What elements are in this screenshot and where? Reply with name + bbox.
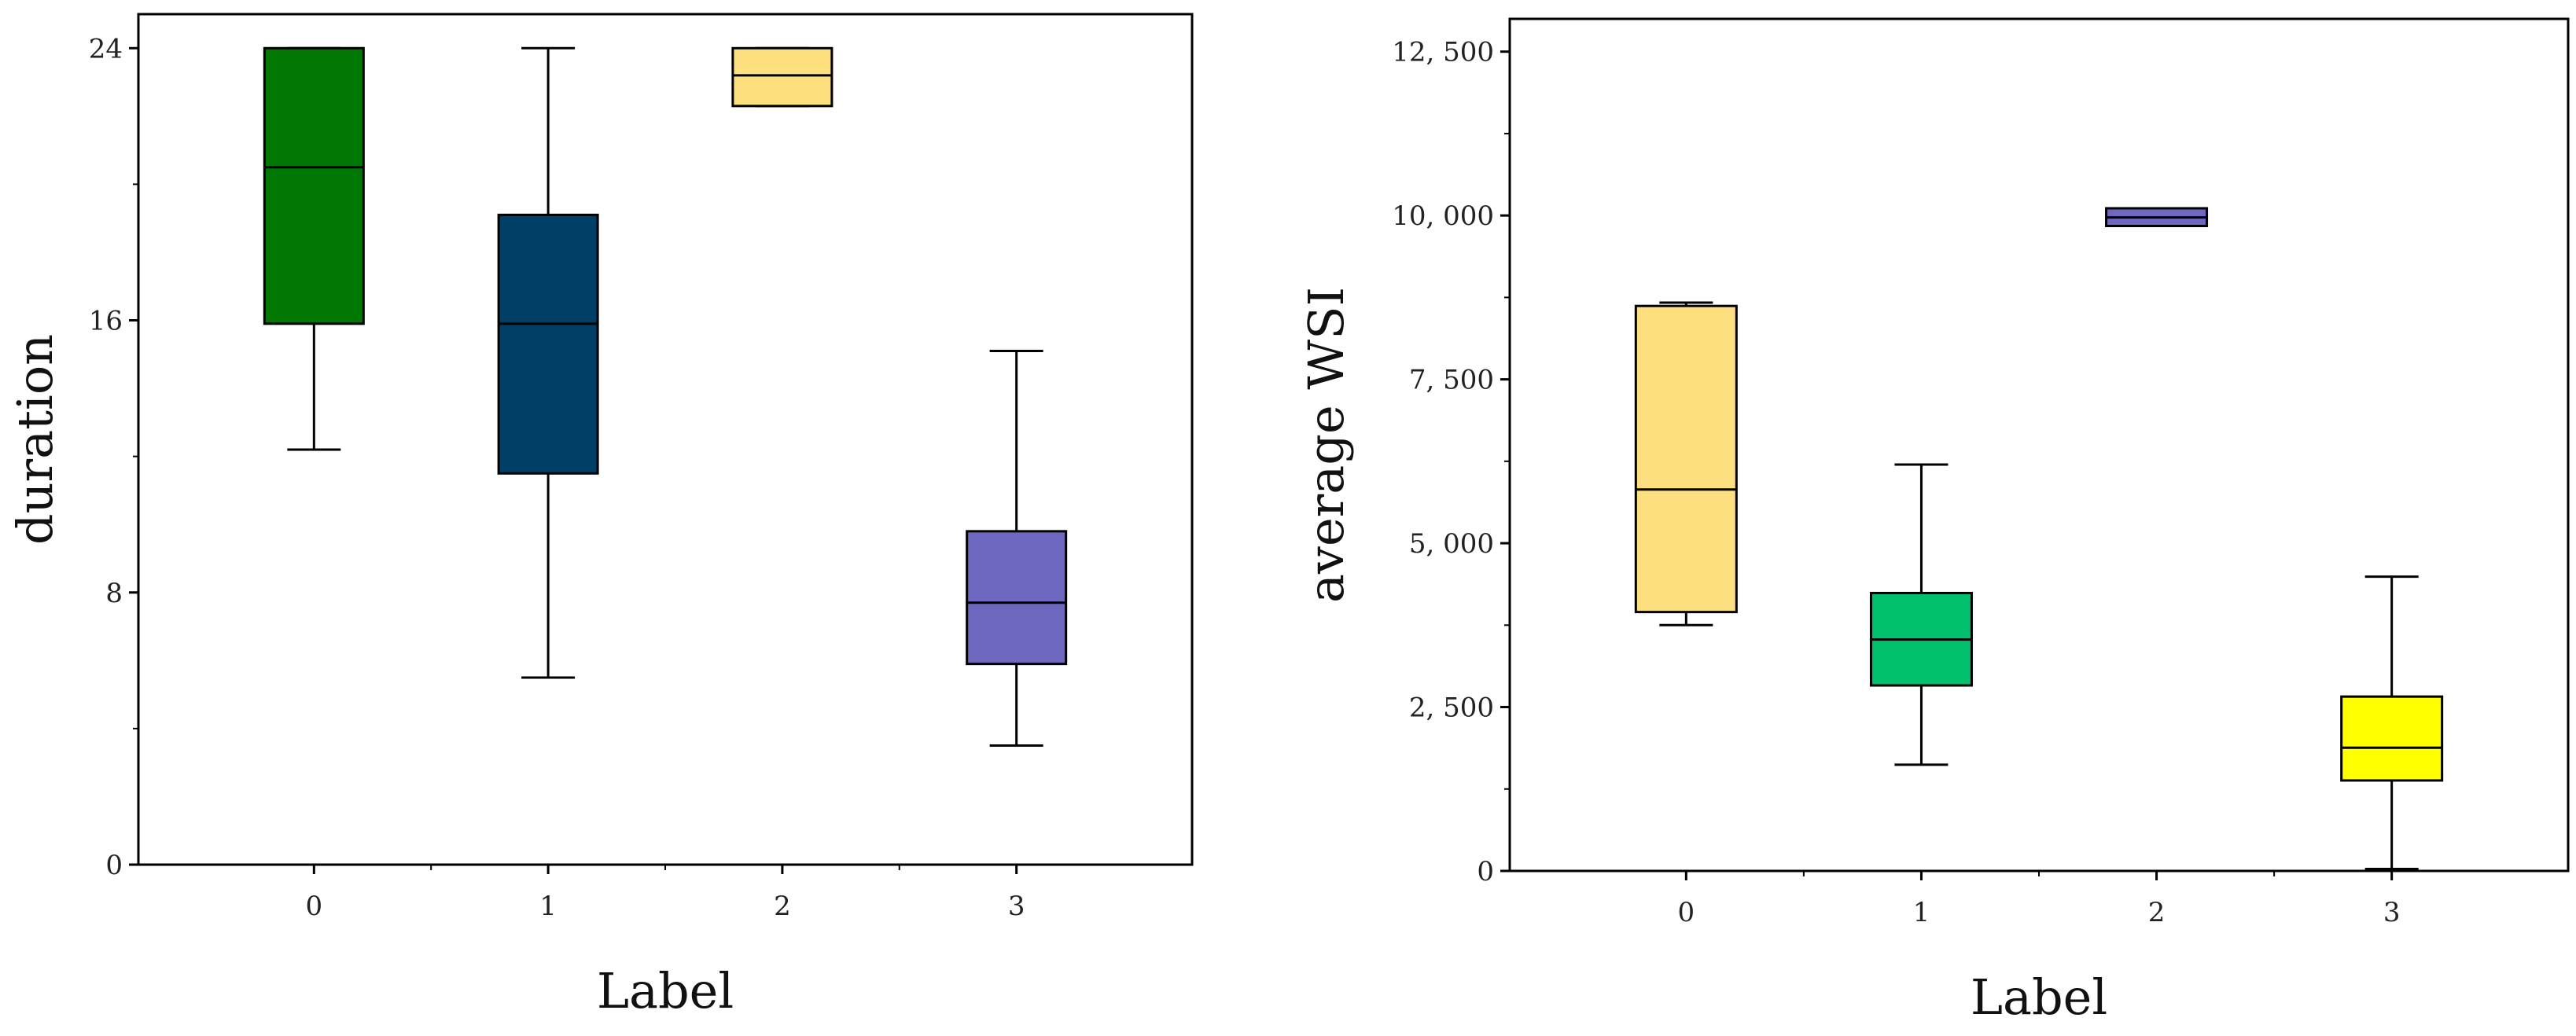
x-tick-label: 1 <box>1913 897 1930 928</box>
y-tick-label: 5, 000 <box>1409 528 1494 560</box>
x-tick-label: 0 <box>306 891 323 922</box>
box-group <box>1869 463 1973 766</box>
box-group <box>497 46 599 679</box>
box-iqr <box>731 46 834 108</box>
x-tick-label: 3 <box>2383 897 2401 928</box>
y-tick-label: 24 <box>89 33 123 64</box>
x-axis-title: Label <box>597 962 734 1019</box>
box-group <box>2340 575 2444 870</box>
x-tick-label: 1 <box>539 891 557 922</box>
box-group <box>731 46 834 108</box>
y-tick-label: 10, 000 <box>1392 200 1494 232</box>
y-tick-label: 8 <box>105 578 123 609</box>
y-axis-title: average WSI <box>1297 287 1355 603</box>
y-tick-label: 12, 500 <box>1392 37 1494 68</box>
y-tick-label: 2, 500 <box>1409 693 1494 724</box>
box-group <box>1634 301 1738 626</box>
box-iqr <box>263 46 365 325</box>
x-tick-label: 2 <box>2148 897 2166 928</box>
x-axis-title: Label <box>1971 968 2107 1026</box>
y-tick-label: 0 <box>1477 856 1494 887</box>
x-tick-label: 3 <box>1008 891 1025 922</box>
box-iqr <box>1634 304 1738 614</box>
box-group <box>263 46 365 451</box>
box-group <box>2105 207 2209 227</box>
x-tick-label: 0 <box>1678 897 1695 928</box>
y-tick-label: 16 <box>89 306 123 337</box>
box-group <box>966 349 1068 748</box>
average-wsi-boxplot-chart: 0 2, 500 5, 000 7, 500 10, 000 12, 500 0 1 2 3 Lab… <box>1297 17 2570 1026</box>
duration-boxplot-chart: 0 8 16 24 0 1 2 3 Label duration <box>6 13 1194 1019</box>
box-iqr <box>2340 695 2444 782</box>
box-iqr <box>497 213 599 475</box>
box-iqr <box>966 530 1068 666</box>
y-axis-title: duration <box>6 334 64 545</box>
x-tick-label: 2 <box>774 891 791 922</box>
y-tick-label: 7, 500 <box>1409 365 1494 396</box>
y-tick-label: 0 <box>105 850 123 881</box>
